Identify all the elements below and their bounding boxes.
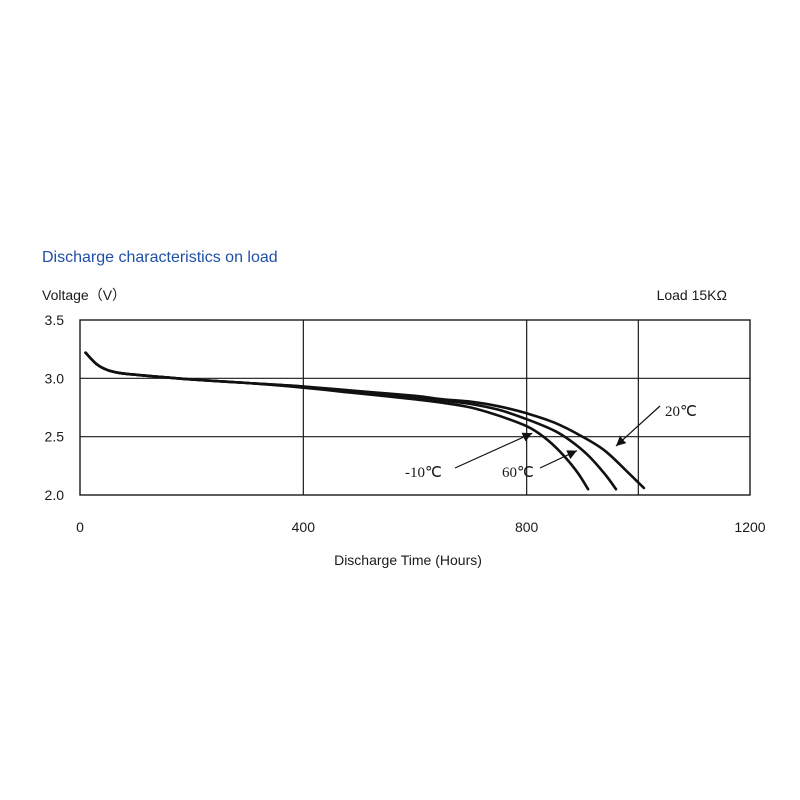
y-tick-label: 2.5 [45,429,65,445]
tick-labels: 2.0 2.5 3.0 3.5 0 400 800 1200 [45,312,766,535]
plot-frame [79,319,751,496]
series-lines [84,351,646,491]
annotation-arrow [615,405,661,447]
y-axis-label: Voltage（V） [42,287,126,303]
x-axis-label: Discharge Time (Hours) [334,552,482,568]
annotations: -10℃ 60℃ 20℃ [405,404,697,481]
chart-title: Discharge characteristics on load [42,249,278,266]
y-tick-label: 2.0 [45,487,65,503]
annotation-label: 20℃ [665,404,697,420]
x-tick-label: 400 [292,519,316,535]
load-note: Load 15KΩ [657,287,727,303]
x-tick-label: 800 [515,519,539,535]
series-line [84,351,618,491]
y-tick-label: 3.0 [45,370,65,386]
annotation-arrow [539,450,578,469]
series-line [84,351,646,490]
annotation-label: 60℃ [502,465,534,481]
annotation-label: -10℃ [405,465,442,481]
x-tick-label: 0 [76,519,84,535]
x-tick-label: 1200 [734,519,765,535]
y-tick-label: 3.5 [45,312,65,328]
annotation-arrow [454,432,533,469]
